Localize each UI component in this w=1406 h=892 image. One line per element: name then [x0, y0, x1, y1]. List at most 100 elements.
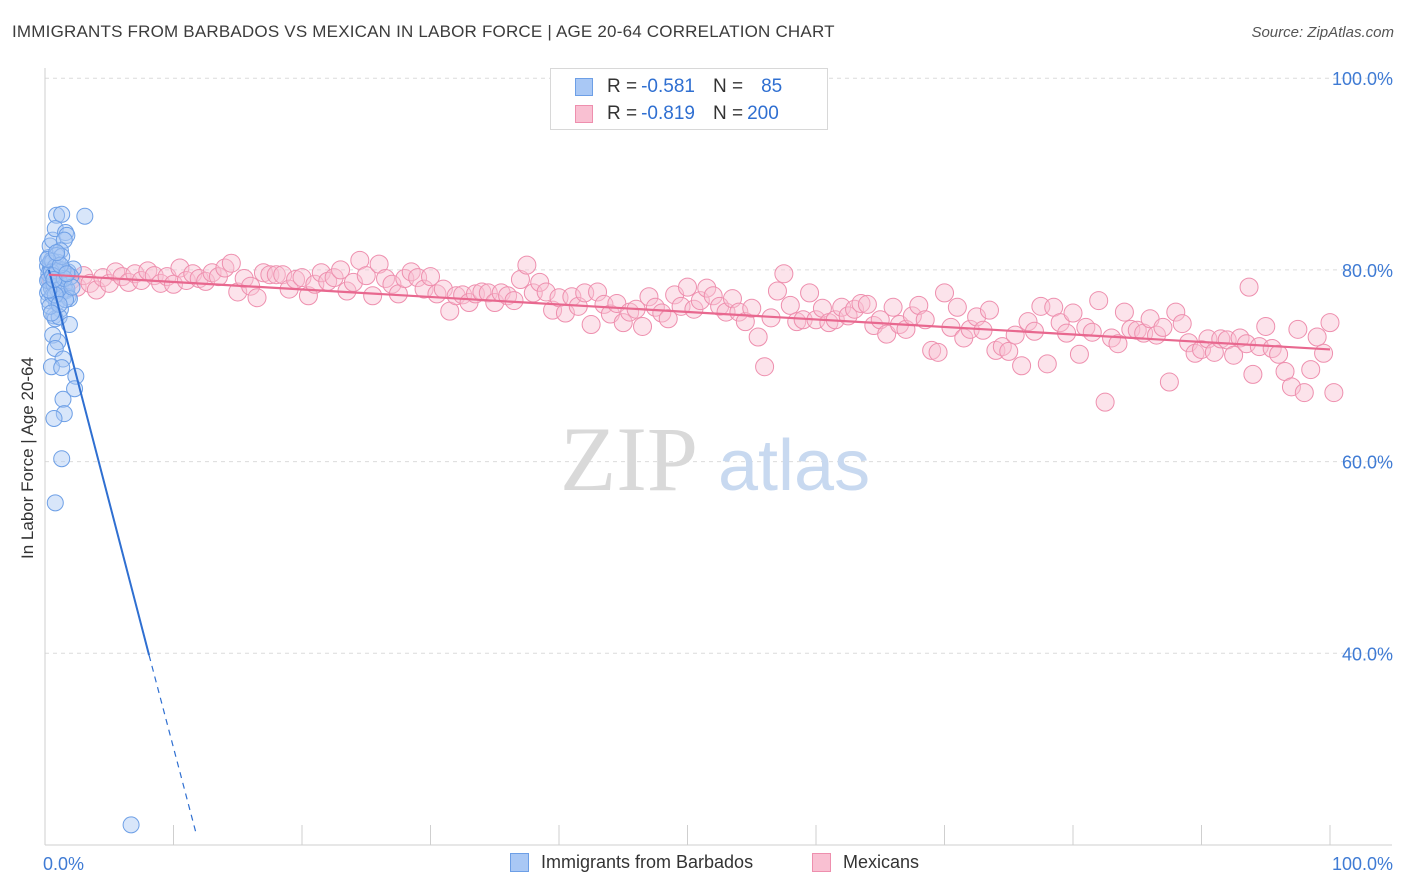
data-point-mexicans	[851, 293, 871, 313]
data-point-mexicans	[748, 327, 768, 347]
data-point-barbados	[55, 231, 73, 249]
data-point-mexicans	[356, 266, 376, 286]
data-point-barbados	[53, 205, 71, 223]
data-point-mexicans	[877, 324, 897, 344]
data-point-mexicans	[266, 265, 286, 285]
data-point-mexicans	[1256, 316, 1276, 336]
data-point-mexicans	[1281, 377, 1301, 397]
series-legend-barbados[interactable]: Immigrants from Barbados	[510, 852, 753, 873]
data-point-barbados	[48, 206, 66, 224]
series-swatch-mexicans	[812, 853, 831, 872]
data-point-mexicans	[1172, 314, 1192, 334]
trend-lines	[47, 269, 1331, 836]
data-point-mexicans	[1320, 313, 1340, 333]
trend-line-mexicans	[48, 273, 1331, 351]
data-point-mexicans	[690, 291, 710, 311]
data-point-mexicans	[305, 274, 325, 294]
data-point-mexicans	[922, 340, 942, 360]
series-legend-mexicans[interactable]: Mexicans	[812, 852, 919, 873]
data-point-mexicans	[613, 313, 633, 333]
data-point-mexicans	[1166, 302, 1186, 322]
data-point-mexicans	[639, 287, 659, 307]
data-point-mexicans	[755, 357, 775, 377]
data-point-mexicans	[273, 265, 293, 285]
data-point-mexicans	[1239, 277, 1259, 297]
data-point-mexicans	[1037, 354, 1057, 374]
legend-r-label: R =	[607, 76, 638, 97]
data-point-mexicans	[697, 278, 717, 298]
data-point-barbados	[122, 816, 140, 834]
data-point-mexicans	[1005, 325, 1025, 345]
y-tick-label: 60.0%	[1342, 453, 1393, 473]
data-point-mexicans	[979, 300, 999, 320]
data-point-barbados	[46, 494, 64, 512]
data-points	[39, 205, 1344, 834]
data-point-mexicans	[331, 260, 351, 280]
legend-n-value: 85	[761, 76, 783, 97]
data-point-barbados	[42, 304, 60, 322]
data-point-mexicans	[857, 294, 877, 314]
data-point-mexicans	[742, 298, 762, 318]
data-point-mexicans	[774, 264, 794, 284]
data-point-mexicans	[1018, 312, 1038, 332]
watermark: ZIP atlas	[560, 408, 870, 510]
legend-row-mexicans: R = -0.819 N = 200	[575, 102, 779, 126]
chart-title: IMMIGRANTS FROM BARBADOS VS MEXICAN IN L…	[12, 22, 835, 41]
data-point-mexicans	[1114, 302, 1134, 322]
data-point-mexicans	[247, 288, 267, 308]
axes	[44, 68, 1392, 846]
data-point-mexicans	[999, 341, 1019, 361]
data-point-mexicans	[928, 342, 948, 362]
trend-line-barbados-extension	[148, 655, 198, 836]
data-point-mexicans	[883, 297, 903, 317]
series-label-mexicans: Mexicans	[843, 852, 920, 872]
data-point-mexicans	[812, 298, 832, 318]
data-point-mexicans	[947, 297, 967, 317]
legend-row-barbados: R = -0.581 N = 85	[575, 75, 782, 99]
data-point-mexicans	[170, 258, 190, 278]
data-point-mexicans	[1224, 345, 1244, 365]
legend-n-label: N =	[712, 103, 744, 124]
data-point-mexicans	[678, 277, 697, 297]
data-point-mexicans	[1108, 334, 1128, 354]
data-point-mexicans	[729, 302, 749, 322]
legend-r-value: -0.581	[641, 76, 695, 97]
data-point-barbados	[45, 409, 63, 427]
trend-line-barbados	[47, 269, 151, 656]
y-tick-label: 80.0%	[1342, 261, 1393, 281]
data-point-mexicans	[363, 286, 383, 306]
data-point-mexicans	[421, 267, 440, 287]
watermark-zip: ZIP	[560, 408, 698, 510]
x-tick-label: 100.0%	[1332, 854, 1393, 874]
data-point-barbados	[53, 450, 71, 468]
correlation-legend: R = -0.581 N = 85 R = -0.819 N = 200	[550, 68, 828, 130]
legend-r-label: R =	[607, 103, 638, 124]
data-point-mexicans	[298, 286, 318, 306]
data-point-mexicans	[1082, 322, 1102, 342]
data-point-barbados	[53, 359, 71, 377]
data-point-barbados	[76, 207, 94, 225]
grid-lines	[45, 77, 1392, 654]
data-point-barbados	[48, 244, 66, 262]
data-point-mexicans	[414, 279, 434, 299]
data-point-mexicans	[633, 316, 653, 336]
data-point-mexicans	[324, 268, 344, 288]
data-point-mexicans	[1288, 319, 1308, 339]
data-point-mexicans	[703, 286, 723, 306]
data-point-mexicans	[536, 282, 556, 302]
data-point-mexicans	[382, 274, 402, 294]
data-point-mexicans	[530, 272, 550, 292]
data-point-mexicans	[1243, 364, 1263, 384]
data-point-mexicans	[581, 315, 601, 335]
data-point-mexicans	[1192, 339, 1211, 359]
data-point-barbados	[49, 333, 67, 351]
data-point-mexicans	[164, 274, 183, 294]
watermark-atlas: atlas	[718, 426, 870, 506]
data-point-mexicans	[1159, 372, 1179, 392]
y-axis-label: In Labor Force | Age 20-64	[18, 357, 37, 559]
data-point-barbados	[54, 390, 72, 408]
data-point-mexicans	[1269, 344, 1289, 364]
data-point-mexicans	[510, 269, 530, 289]
data-point-mexicans	[1012, 356, 1032, 376]
legend-n-label: N =	[712, 76, 744, 97]
